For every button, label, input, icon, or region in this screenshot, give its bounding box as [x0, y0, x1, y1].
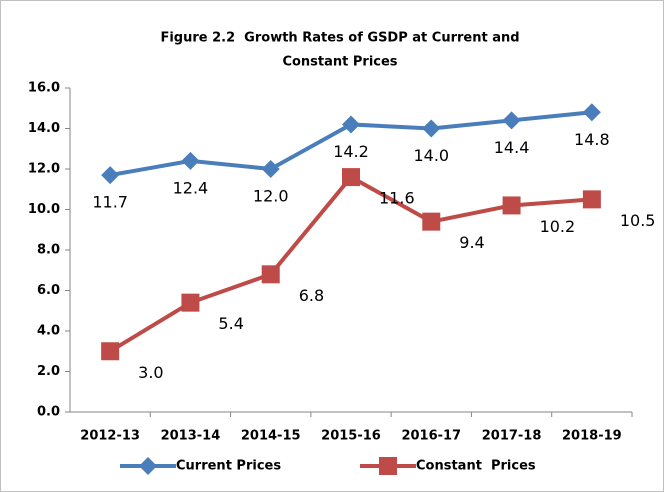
y-tick-label: 6.0 — [37, 283, 60, 298]
legend-marker — [139, 457, 157, 475]
y-tick-label: 0.0 — [37, 405, 60, 420]
data-label: 14.4 — [494, 138, 530, 157]
data-label: 10.2 — [540, 217, 576, 236]
data-point — [582, 190, 601, 209]
data-point — [101, 342, 120, 361]
y-tick-label: 12.0 — [28, 162, 60, 177]
data-label: 11.7 — [92, 193, 128, 212]
legend-label: Current Prices — [176, 459, 281, 474]
data-label: 12.0 — [253, 187, 289, 206]
data-point — [181, 293, 200, 312]
y-tick-label: 2.0 — [37, 364, 60, 379]
data-label: 10.5 — [620, 211, 656, 230]
data-label: 9.4 — [459, 233, 484, 252]
data-point — [261, 160, 280, 178]
y-tick-label: 4.0 — [37, 324, 60, 339]
data-point — [582, 103, 601, 122]
data-point — [422, 119, 441, 138]
x-tick-label: 2018-19 — [562, 429, 622, 444]
legend-marker — [379, 457, 397, 475]
data-label: 11.6 — [379, 189, 415, 208]
data-label: 14.8 — [574, 130, 610, 149]
x-tick-label: 2012-13 — [80, 429, 140, 444]
y-tick-label: 14.0 — [28, 121, 60, 136]
data-label: 14.0 — [413, 146, 449, 165]
chart-title: Figure 2.2 Growth Rates of GSDP at Curre… — [160, 31, 519, 46]
y-tick-label: 16.0 — [28, 81, 60, 96]
data-point — [342, 168, 360, 187]
y-tick-label: 8.0 — [37, 243, 60, 258]
data-point — [502, 196, 521, 215]
data-label: 6.8 — [299, 286, 324, 305]
x-tick-label: 2014-15 — [241, 429, 301, 444]
x-tick-label: 2016-17 — [401, 429, 461, 444]
x-tick-label: 2013-14 — [161, 429, 221, 444]
y-tick-label: 10.0 — [28, 202, 60, 217]
data-label: 5.4 — [218, 314, 243, 333]
data-point — [502, 111, 521, 130]
data-point — [181, 151, 200, 170]
data-label: 3.0 — [138, 363, 163, 382]
data-point — [422, 212, 441, 231]
x-tick-label: 2015-16 — [321, 429, 381, 444]
chart-title: Constant Prices — [282, 55, 397, 70]
data-point — [261, 265, 280, 284]
data-point — [342, 115, 360, 134]
legend-label: Constant Prices — [416, 459, 536, 474]
data-point — [101, 166, 120, 185]
x-tick-label: 2017-18 — [482, 429, 542, 444]
data-label: 12.4 — [173, 178, 209, 197]
data-label: 14.2 — [333, 142, 369, 161]
